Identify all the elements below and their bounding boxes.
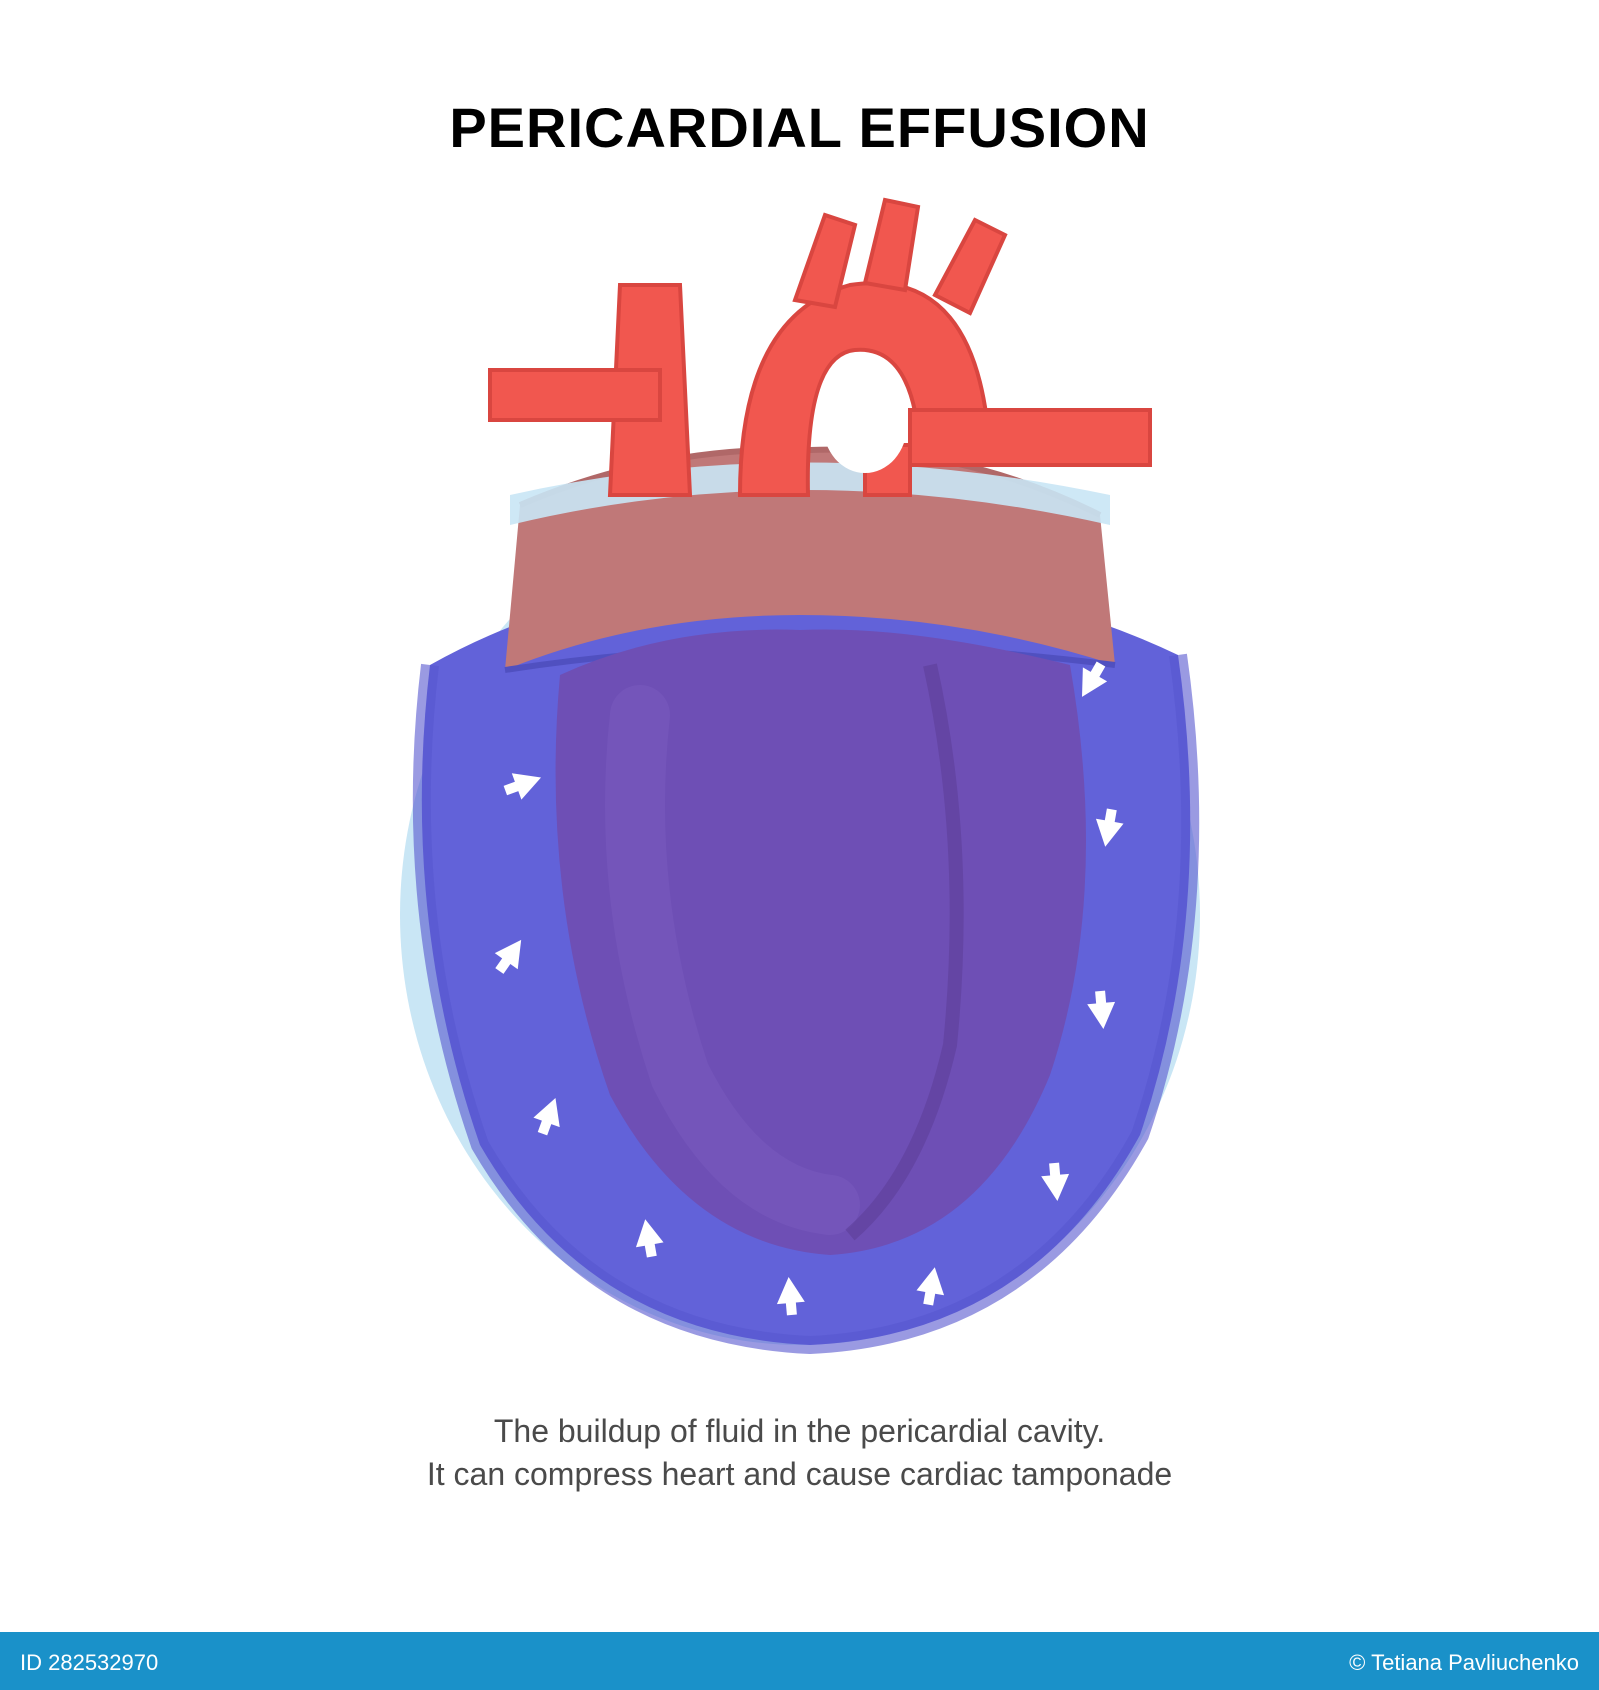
footer-bar: ID 282532970 © Tetiana Pavliuchenko bbox=[0, 1632, 1599, 1690]
heart-illustration bbox=[310, 195, 1290, 1375]
page-title: PERICARDIAL EFFUSION bbox=[0, 95, 1599, 160]
heart-svg bbox=[310, 195, 1290, 1375]
footer-credit: © Tetiana Pavliuchenko bbox=[1349, 1650, 1579, 1676]
footer-id: ID 282532970 bbox=[20, 1650, 158, 1676]
caption-line-1: The buildup of fluid in the pericardial … bbox=[0, 1410, 1599, 1453]
caption-line-2: It can compress heart and cause cardiac … bbox=[0, 1453, 1599, 1496]
caption: The buildup of fluid in the pericardial … bbox=[0, 1410, 1599, 1496]
